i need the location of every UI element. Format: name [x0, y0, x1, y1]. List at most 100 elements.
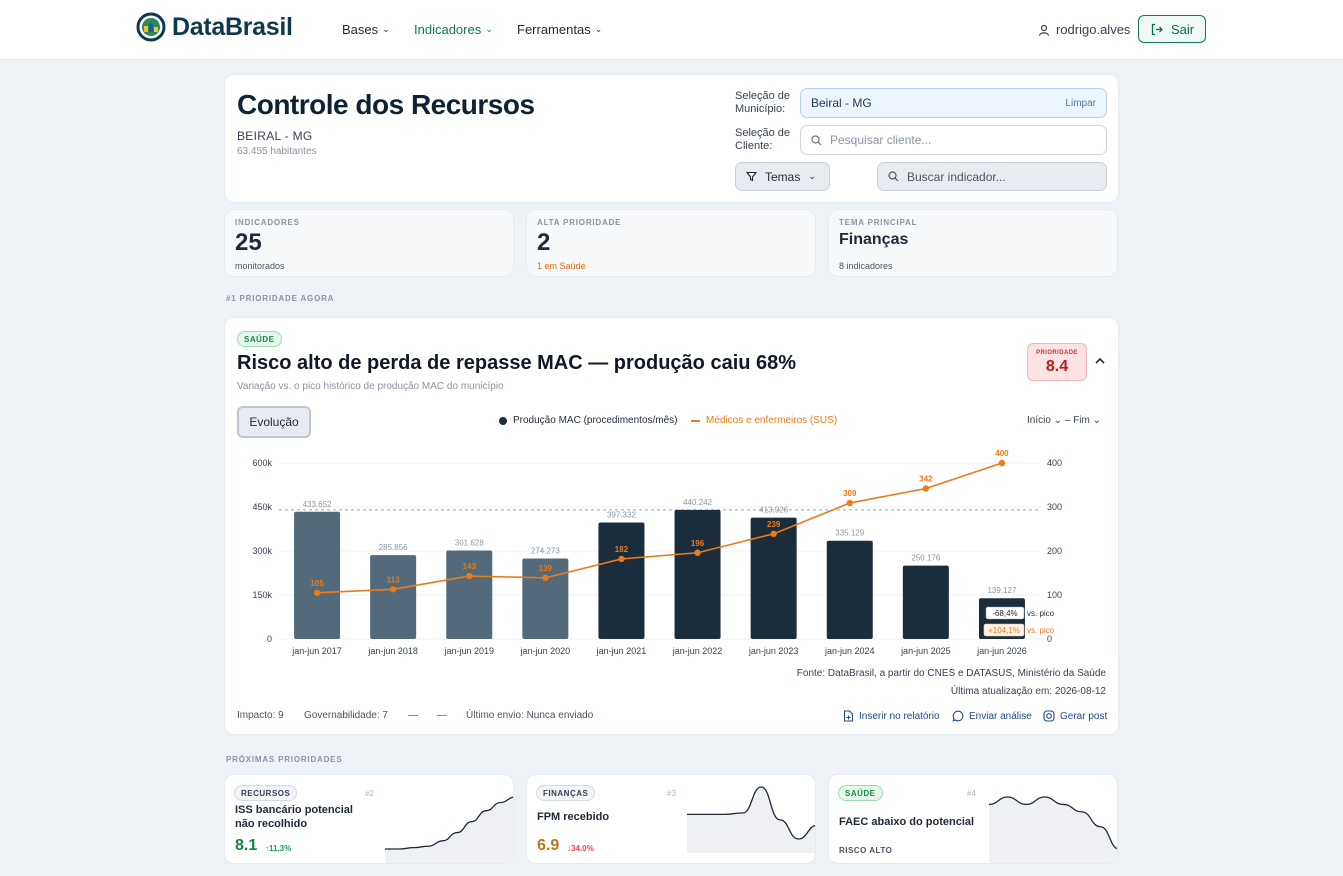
line-point — [618, 555, 625, 563]
nav-ferramentas[interactable]: Ferramentas ⌄ — [517, 22, 602, 37]
line-point — [313, 589, 321, 596]
nav-bases[interactable]: Bases ⌄ — [342, 22, 390, 37]
line-value-label: 139 — [539, 564, 553, 573]
y-tick-label: 0 — [267, 634, 272, 644]
nav-indicadores[interactable]: Indicadores ⌄ — [414, 22, 493, 37]
x-tick-label: jan-jun 2019 — [443, 646, 494, 656]
stat-value: 2 — [537, 229, 551, 256]
line-value-label: 196 — [691, 539, 705, 548]
chevron-down-icon: ⌄ — [594, 24, 603, 34]
clear-button[interactable]: Limpar — [1065, 97, 1096, 109]
x-tick-label: jan-jun 2023 — [748, 646, 799, 656]
priority-card-4[interactable]: SAÚDE #4 FAEC abaixo do potencial RISCO … — [828, 774, 1118, 864]
file-plus-icon — [843, 710, 854, 722]
y2-tick-label: 100 — [1047, 590, 1062, 600]
stat-value: 25 — [235, 229, 262, 256]
y2-tick-label: 200 — [1047, 546, 1062, 556]
sparkline-area — [989, 797, 1117, 863]
bar-value-label: 285.856 — [379, 543, 408, 552]
annotation-text: vs. pico — [1027, 609, 1055, 618]
y2-tick-label: 300 — [1047, 502, 1062, 512]
generate-post-button[interactable]: Gerar post — [1043, 710, 1107, 722]
username: rodrigo.alves — [1056, 22, 1131, 37]
priority-card-2[interactable]: RECURSOS #2 ISS bancário potencial não r… — [224, 774, 514, 864]
tab-evolucao[interactable]: Evolução — [237, 406, 311, 438]
indicator-search-input[interactable]: Buscar indicador... — [877, 162, 1107, 191]
priority-title: ISS bancário potencial não recolhido — [235, 804, 353, 830]
trend-sparkline — [385, 796, 513, 863]
governability-label: Governabilidade: 7 — [304, 710, 388, 721]
evolution-chart: 0 150k 300k 450k 600k 0 100 200 300 400 433.652 jan… — [252, 449, 1062, 656]
user-menu[interactable]: rodrigo.alves — [1038, 22, 1130, 37]
legend-line: Médicos e enfermeiros (SUS) — [691, 415, 837, 426]
priority-rank: #2 — [365, 789, 374, 798]
client-label: Seleção de Cliente: — [735, 127, 791, 152]
themes-filter-button[interactable]: Temas ⌄ — [735, 162, 830, 191]
municipality-select[interactable]: Beiral - MG Limpar — [800, 88, 1107, 118]
risk-status: RISCO ALTO — [839, 846, 893, 855]
stat-sub: 1 em Saúde — [537, 261, 586, 271]
chat-icon — [952, 710, 964, 722]
stat-sub: monitorados — [235, 261, 285, 271]
line-point — [542, 574, 549, 582]
client-search-input[interactable]: Pesquisar cliente... — [800, 125, 1107, 155]
impact-label: Impacto: 9 — [237, 710, 284, 721]
x-tick-label: jan-jun 2024 — [824, 646, 875, 656]
bar-value-label: 250.176 — [911, 554, 940, 563]
sparkline-area — [687, 787, 815, 853]
stat-caption: TEMA PRINCIPAL — [839, 218, 918, 227]
y-tick-label: 450k — [252, 502, 272, 512]
chart-source: Fonte: DataBrasil, a partir do CNES e DA… — [796, 668, 1106, 679]
logout-button[interactable]: Sair — [1138, 15, 1206, 43]
x-tick-label: jan-jun 2018 — [367, 646, 418, 656]
date-range-select[interactable]: Início ⌄ – Fim ⌄ — [1027, 415, 1101, 426]
stat-card-high-priority: ALTA PRIORIDADE 2 1 em Saúde — [526, 209, 816, 277]
priority-subtitle: Variação vs. o pico histórico de produçã… — [237, 381, 504, 392]
logo-mark-icon — [136, 12, 166, 42]
line-point — [846, 499, 853, 507]
send-analysis-button[interactable]: Enviar análise — [952, 710, 1032, 722]
y2-tick-label: 400 — [1047, 458, 1062, 468]
priority-card-3[interactable]: FINANÇAS #3 FPM recebido 6.9 ↓34.0% — [526, 774, 816, 864]
bar-value-label: 397.332 — [607, 510, 636, 519]
separator-dash: — — [408, 710, 418, 721]
sparkline-line — [989, 796, 1117, 850]
chevron-down-icon: ⌄ — [382, 24, 390, 34]
insert-report-button[interactable]: Inserir no relatório — [843, 710, 940, 722]
annotation-value: +104,1% — [988, 626, 1020, 635]
chevron-up-icon[interactable] — [1095, 354, 1105, 368]
theme-tag: RECURSOS — [234, 785, 298, 801]
line-point — [389, 586, 397, 593]
line-value-label: 400 — [995, 449, 1009, 458]
trend-sparkline — [687, 786, 815, 853]
x-tick-label: jan-jun 2020 — [520, 646, 571, 656]
bar — [750, 517, 797, 639]
sparkline-line — [385, 796, 513, 850]
x-tick-label: jan-jun 2025 — [900, 646, 951, 656]
bar-value-label: 413.926 — [759, 506, 788, 515]
nav-ferramentas-label: Ferramentas — [517, 22, 591, 37]
bar — [446, 550, 493, 639]
legend-label: Médicos e enfermeiros (SUS) — [706, 415, 838, 426]
bar-value-label: 139.127 — [987, 586, 1016, 595]
x-tick-label: jan-jun 2021 — [596, 646, 647, 656]
priority-score-value: 8.4 — [1045, 358, 1069, 375]
line-point — [466, 572, 473, 580]
stat-card-indicators: INDICADORES 25 monitorados — [224, 209, 514, 277]
client-search-placeholder: Pesquisar cliente... — [830, 133, 932, 147]
priority-delta: ↑11.3% — [265, 844, 292, 853]
logo[interactable]: DataBrasil — [136, 12, 293, 42]
y-tick-label: 300k — [252, 546, 272, 556]
nav-bases-label: Bases — [342, 22, 379, 37]
stat-sub: 8 indicadores — [839, 261, 893, 271]
legend-bars: Produção MAC (procedimentos/mês) — [499, 415, 678, 426]
logout-label: Sair — [1170, 21, 1195, 37]
legend-label: Produção MAC (procedimentos/mês) — [513, 415, 678, 426]
annotation-value: -68,4% — [992, 609, 1017, 618]
priority-card: SAÚDE Risco alto de perda de repasse MAC… — [224, 317, 1119, 735]
search-icon — [888, 171, 899, 182]
bar — [598, 522, 645, 639]
y2-tick-label: 0 — [1047, 634, 1052, 644]
chart-updated: Última atualização em: 2026-08-12 — [950, 686, 1106, 697]
next-priorities-caption: PRÓXIMAS PRIORIDADES — [226, 755, 343, 764]
